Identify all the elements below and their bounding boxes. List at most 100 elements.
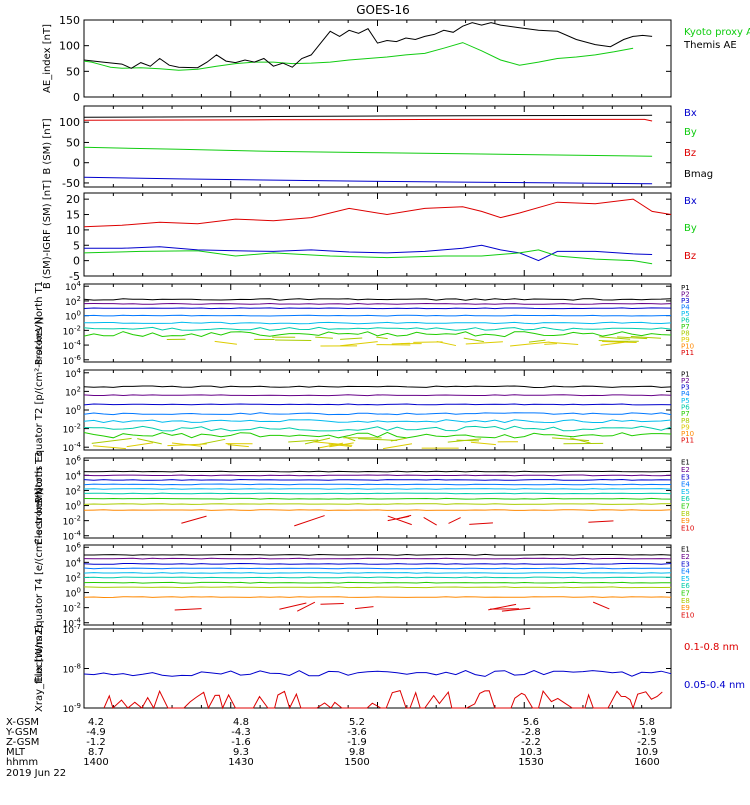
legend-label: P11: [681, 437, 694, 445]
series-segment: [294, 516, 324, 526]
series-segment: [593, 602, 609, 609]
panel-xray: Xray_flux [W/m2]10-710-810-90.1-0.8 nm0.…: [34, 623, 745, 715]
orbit-value: 1500: [344, 757, 369, 768]
y-tick-label: 100: [59, 116, 80, 129]
legend-label: E10: [681, 524, 694, 532]
y-tick-label: 106: [65, 541, 81, 554]
series-line: [84, 432, 671, 438]
legend-label: Bx: [684, 108, 697, 119]
series-segment: [215, 341, 237, 344]
orbit-label: hhmm: [6, 757, 38, 768]
y-tick-label: 102: [65, 295, 81, 308]
series-e2: [84, 558, 671, 559]
panel-frame: [84, 458, 671, 538]
y-tick-label: 10-8: [63, 663, 81, 676]
series-segment: [466, 342, 503, 344]
series-e4: [84, 568, 671, 569]
y-tick-label: 100: [65, 404, 81, 417]
series-line: [84, 386, 671, 388]
series-e8: [84, 504, 671, 505]
series-line: [84, 23, 652, 69]
y-tick-label: 10-2: [63, 515, 81, 528]
series-e9: [84, 510, 671, 511]
y-tick-label: 0: [73, 255, 80, 268]
series-segment: [355, 607, 373, 609]
series-segment: [321, 603, 344, 604]
series-segment: [464, 338, 484, 342]
series-e3: [84, 480, 671, 481]
series-themis-ae: [84, 23, 652, 69]
series-line: [84, 493, 671, 494]
y-tick-label: 100: [65, 310, 81, 323]
panel-frame: [84, 629, 671, 708]
series-line: [84, 554, 671, 555]
series-p2: [84, 304, 671, 305]
series-line: [84, 304, 671, 305]
series-e1: [84, 554, 671, 555]
y-tick-label: 20: [66, 193, 80, 206]
series-segment: [471, 442, 496, 444]
y-axis-label: B (SM)-IGRF (SM) [nT]: [42, 180, 53, 289]
series-p8: [167, 337, 661, 343]
series-e3: [84, 564, 671, 565]
legend-label: By: [684, 127, 697, 138]
y-tick-label: 100: [65, 500, 81, 513]
series-e7: [84, 498, 671, 499]
y-tick-label: 5: [73, 239, 80, 252]
y-axis-label: AE_index [nT]: [42, 24, 53, 93]
series-p6: [84, 327, 671, 330]
series-p5: [84, 420, 671, 423]
y-tick-label: 100: [65, 587, 81, 600]
y-tick-label: 10-9: [63, 702, 81, 715]
series-segment: [391, 438, 407, 441]
series-line: [84, 582, 671, 583]
series-segment: [315, 337, 333, 338]
y-tick-label: 10-4: [63, 441, 82, 454]
series-line: [84, 504, 671, 505]
series-line: [84, 404, 671, 405]
y-tick-label: 15: [66, 209, 80, 222]
series-p5: [84, 322, 671, 323]
series-e5: [84, 573, 671, 574]
panel-frame: [84, 193, 671, 276]
series-segment: [358, 439, 397, 441]
series-line: [84, 510, 671, 511]
plot-title: GOES-16: [356, 3, 410, 17]
series-segment: [398, 515, 411, 518]
series-0-1-0-8-nm: [104, 691, 662, 708]
series-segment: [297, 602, 315, 611]
series-line: [84, 587, 671, 588]
series-line: [84, 597, 671, 598]
series-p3: [84, 404, 671, 405]
legend: Kyoto proxy AEThemis AE: [683, 27, 750, 51]
series-line: [84, 119, 652, 121]
y-axis-label: Xray_flux [W/m2]: [34, 625, 45, 712]
series-bz: [84, 199, 671, 227]
series-segment: [588, 521, 613, 522]
series-e5: [84, 489, 671, 490]
series-segment: [529, 340, 545, 342]
series-line: [84, 147, 652, 156]
panel-frame: [84, 20, 671, 97]
series-p7: [84, 332, 671, 337]
series-e9: [84, 597, 671, 598]
series-e10: [181, 515, 613, 525]
series-line: [84, 577, 671, 578]
series-e6: [84, 493, 671, 494]
series-e7: [84, 582, 671, 583]
y-tick-label: 150: [59, 14, 80, 27]
y-tick-label: 10-6: [63, 354, 82, 367]
legend-label: P11: [681, 349, 694, 357]
y-tick-label: 104: [65, 367, 81, 380]
series-segment: [376, 337, 387, 339]
y-tick-label: 0: [73, 157, 80, 170]
series-line: [84, 564, 671, 565]
y-tick-label: 0: [73, 91, 80, 104]
series-line: [84, 498, 671, 499]
series-p9: [215, 341, 637, 346]
